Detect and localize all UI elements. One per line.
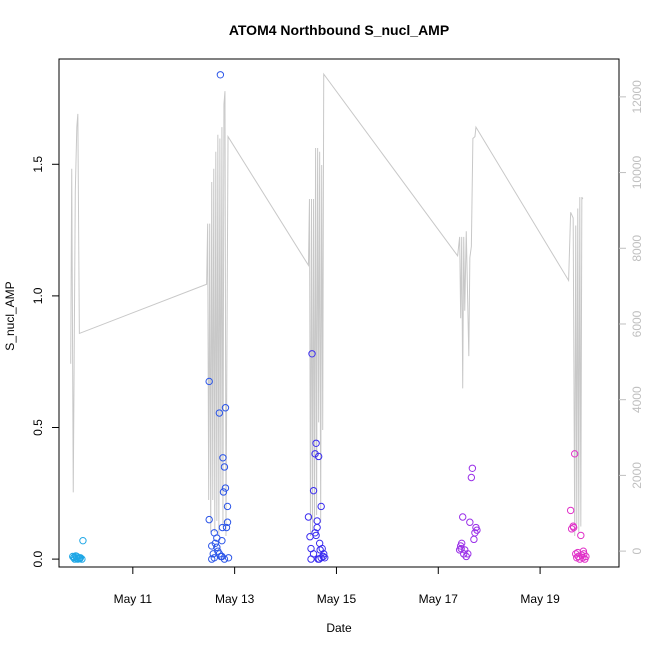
- data-point: [577, 531, 585, 540]
- points-layer: [69, 71, 590, 563]
- data-point: [304, 513, 313, 521]
- data-point: [314, 452, 323, 461]
- x-tick-label: May 15: [317, 592, 357, 606]
- data-point: [213, 543, 221, 551]
- data-point: [318, 544, 326, 553]
- data-point: [574, 548, 582, 557]
- data-point: [210, 554, 218, 562]
- y-axis: 0.0 0.5 1.0 1.5: [31, 156, 59, 567]
- y-tick-label: 0.5: [31, 419, 45, 436]
- y2-tick-label: 10000: [630, 156, 644, 190]
- data-point: [308, 350, 316, 358]
- data-point: [455, 546, 464, 554]
- data-point: [464, 550, 472, 558]
- data-point: [569, 523, 578, 532]
- data-point: [467, 473, 476, 482]
- data-point: [223, 502, 232, 511]
- data-point: [218, 552, 226, 561]
- secondary-line-layer: [70, 72, 584, 536]
- plot-frame: [58, 58, 620, 568]
- data-point: [317, 502, 325, 511]
- right-y-axis: 0 2000 4000 6000 8000 10000 12000: [619, 80, 644, 554]
- data-point: [220, 555, 229, 563]
- data-point: [205, 515, 213, 524]
- y-axis-label: S_nucl_AMP: [3, 281, 17, 350]
- data-point: [473, 526, 481, 534]
- x-tick-label: May 11: [114, 592, 153, 606]
- data-point: [218, 523, 227, 532]
- data-point: [317, 554, 325, 562]
- data-point: [571, 450, 579, 458]
- data-point: [215, 550, 224, 558]
- x-axis: May 11 May 13 May 15 May 17 May 19: [114, 567, 560, 606]
- data-point: [309, 486, 318, 495]
- data-point: [218, 536, 226, 545]
- data-point: [223, 518, 232, 526]
- data-point: [468, 464, 477, 472]
- y2-tick-label: 6000: [630, 310, 644, 337]
- x-tick-label: May 13: [215, 592, 255, 606]
- secondary-series-line: [70, 72, 584, 536]
- data-point: [457, 544, 465, 553]
- data-point: [79, 536, 87, 545]
- data-point: [215, 409, 224, 417]
- y2-tick-label: 12000: [630, 80, 644, 114]
- x-axis-label: Date: [326, 621, 352, 635]
- y2-tick-label: 0: [630, 547, 644, 554]
- y-tick-label: 0.0: [31, 550, 45, 567]
- y2-tick-label: 8000: [630, 235, 644, 262]
- data-point: [311, 529, 319, 537]
- data-point: [579, 547, 588, 555]
- data-point: [312, 439, 320, 447]
- y-tick-label: 1.0: [31, 287, 45, 304]
- data-point: [316, 546, 324, 554]
- data-point: [309, 550, 318, 558]
- data-point: [566, 506, 575, 515]
- data-point: [219, 488, 228, 496]
- data-point: [459, 513, 467, 521]
- data-point: [224, 554, 233, 562]
- y2-tick-label: 4000: [630, 386, 644, 413]
- data-point: [205, 377, 213, 386]
- data-point: [470, 535, 478, 544]
- data-point: [219, 454, 227, 462]
- data-point: [211, 539, 219, 548]
- data-point: [221, 404, 230, 412]
- data-point: [457, 539, 466, 548]
- data-point: [466, 518, 474, 526]
- y2-tick-label: 2000: [630, 462, 644, 489]
- chart-title: ATOM4 Northbound S_nucl_AMP: [229, 22, 449, 38]
- y-tick-label: 1.5: [31, 156, 45, 173]
- x-tick-label: May 17: [419, 592, 459, 606]
- data-point: [216, 71, 225, 79]
- data-point: [315, 555, 323, 563]
- x-tick-label: May 19: [520, 592, 560, 606]
- data-point: [76, 554, 84, 563]
- data-point: [220, 463, 229, 471]
- data-point: [222, 523, 231, 532]
- data-point: [221, 484, 230, 492]
